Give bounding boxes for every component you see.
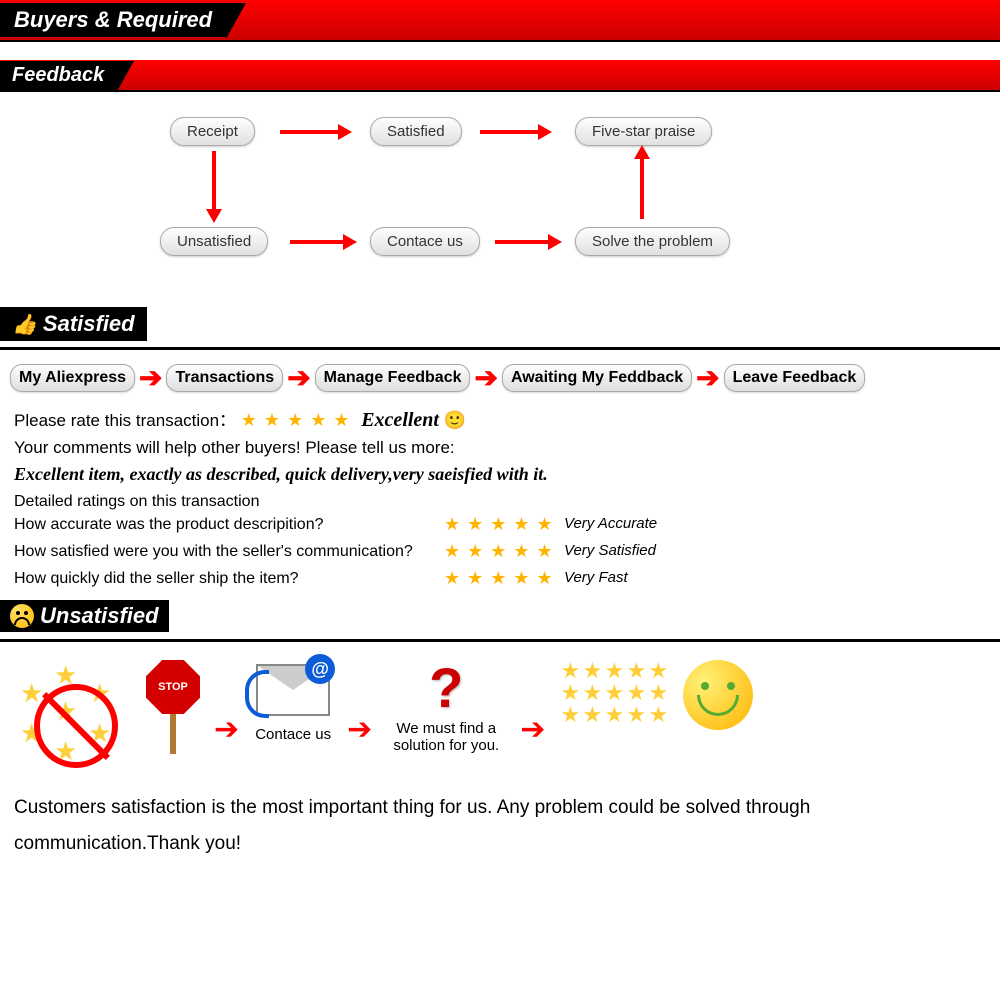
detail-row-2: How satisfied were you with the seller's… <box>14 538 986 565</box>
detail-row-3: How quickly did the seller ship the item… <box>14 565 986 592</box>
arrow-icon: ➔ <box>347 712 372 747</box>
divider <box>0 347 1000 350</box>
arrow-icon: ➔ <box>520 712 545 747</box>
step-manage: Manage Feedback <box>315 364 471 392</box>
comment-example: Excellent item, exactly as described, qu… <box>14 464 986 485</box>
arrow-icon <box>480 130 540 134</box>
excellent-label: Excellent <box>361 409 439 431</box>
detailed-header: Detailed ratings on this transaction <box>14 493 986 511</box>
node-unsatisfied: Unsatisfied <box>160 227 268 256</box>
buyers-required-tab: Buyers & Required <box>0 3 226 37</box>
feedback-flow-diagram: Receipt Satisfied Five-star praise Unsat… <box>0 107 1000 307</box>
many-stars: ★★★★★ ★★★★★ ★★★★★ <box>559 660 669 726</box>
unsatisfied-flow: ★ ★ ★ ★ ★ ★ ★ STOP ➔ @ Contace us <box>12 660 988 770</box>
happy-face-cell <box>683 660 753 730</box>
step-awaiting: Awaiting My Feddback <box>502 364 692 392</box>
thumb-up-icon: 👍 <box>12 312 37 337</box>
detail-q: How quickly did the seller ship the item… <box>14 567 444 591</box>
detailed-ratings: Detailed ratings on this transaction How… <box>14 493 986 592</box>
star-grid-icon: ★★★★★ ★★★★★ ★★★★★ <box>559 660 669 726</box>
step-transactions: Transactions <box>166 364 283 392</box>
rating-block: Please rate this transaction： ★ ★ ★ ★ ★ … <box>14 406 986 592</box>
arrow-icon: ➔ <box>696 364 719 392</box>
node-receipt: Receipt <box>170 117 255 146</box>
feedback-steps: My Aliexpress ➔ Transactions ➔ Manage Fe… <box>10 364 990 392</box>
solution-label: We must find a solution for you. <box>386 720 506 754</box>
rate-prompt-line: Please rate this transaction： ★ ★ ★ ★ ★ … <box>14 406 986 432</box>
node-fivestar: Five-star praise <box>575 117 712 146</box>
unsatisfied-header: Unsatisfied <box>0 600 169 632</box>
unsatisfied-section: Unsatisfied ★ ★ ★ ★ ★ ★ ★ STOP ➔ <box>0 600 1000 862</box>
rate-prompt: Please rate this transaction： <box>14 411 236 430</box>
arrow-icon <box>280 130 340 134</box>
divider <box>0 639 1000 642</box>
detail-q: How accurate was the product descripitio… <box>14 513 444 537</box>
five-stars-icon: ★ ★ ★ ★ ★ <box>444 538 564 565</box>
node-contact: Contace us <box>370 227 480 256</box>
footer-text: Customers satisfaction is the most impor… <box>14 790 986 862</box>
arrow-icon <box>290 240 345 244</box>
satisfied-section: 👍 Satisfied My Aliexpress ➔ Transactions… <box>0 307 1000 592</box>
arrow-icon: ➔ <box>139 364 162 392</box>
arrow-up-icon <box>640 157 644 219</box>
detail-row-1: How accurate was the product descripitio… <box>14 511 986 538</box>
contact-us-cell: @ Contace us <box>253 660 333 743</box>
no-rating-icon: ★ ★ ★ ★ ★ ★ ★ <box>12 660 132 770</box>
five-stars-icon: ★ ★ ★ ★ ★ <box>444 565 564 592</box>
contact-label: Contace us <box>255 726 331 743</box>
arrow-down-icon <box>212 151 216 211</box>
prohibit-icon <box>34 684 118 768</box>
stop-label: STOP <box>158 681 188 693</box>
stop-sign-icon: STOP <box>146 660 200 754</box>
step-my-aliexpress: My Aliexpress <box>10 364 135 392</box>
smiley-icon: 🙂 <box>444 410 466 430</box>
solution-cell: ? We must find a solution for you. <box>386 660 506 754</box>
arrow-icon <box>495 240 550 244</box>
arrow-icon: ➔ <box>287 364 310 392</box>
phone-icon <box>245 670 269 718</box>
comments-prompt: Your comments will help other buyers! Pl… <box>14 438 986 458</box>
stop-sign: STOP <box>146 660 200 714</box>
unsatisfied-header-label: Unsatisfied <box>40 603 159 629</box>
detail-label: Very Fast <box>564 567 714 590</box>
five-stars-icon: ★ ★ ★ ★ ★ <box>241 410 351 430</box>
detail-label: Very Accurate <box>564 513 714 536</box>
sad-face-icon <box>10 604 34 628</box>
contact-icon: @ <box>253 660 333 720</box>
five-stars-icon: ★ ★ ★ ★ ★ <box>444 511 564 538</box>
satisfied-header: 👍 Satisfied <box>0 307 147 341</box>
arrow-icon: ➔ <box>474 364 497 392</box>
question-mark-icon: ? <box>429 660 463 716</box>
happy-face-icon <box>683 660 753 730</box>
satisfied-header-label: Satisfied <box>43 311 135 337</box>
detail-q: How satisfied were you with the seller's… <box>14 540 444 564</box>
node-solve: Solve the problem <box>575 227 730 256</box>
detail-label: Very Satisfied <box>564 540 714 563</box>
feedback-banner: Feedback <box>0 60 1000 92</box>
node-satisfied: Satisfied <box>370 117 462 146</box>
at-icon: @ <box>305 654 335 684</box>
feedback-tab: Feedback <box>0 61 116 90</box>
arrow-icon: ➔ <box>214 712 239 747</box>
step-leave: Leave Feedback <box>724 364 866 392</box>
buyers-required-banner: Buyers & Required <box>0 0 1000 42</box>
